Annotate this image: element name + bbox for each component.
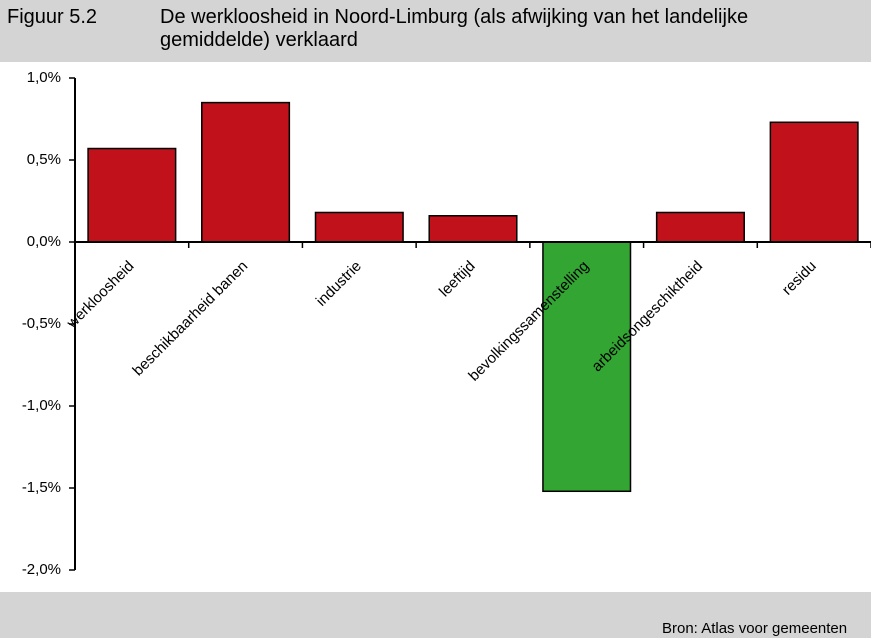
bar <box>428 215 518 243</box>
bar <box>87 147 177 243</box>
x-tick-label: beschikbaarheid banen <box>129 258 251 380</box>
chart: -2,0%-1,5%-1,0%-0,5%0,0%0,5%1,0%werkloos… <box>22 69 871 578</box>
source-note: Bron: Atlas voor gemeenten <box>662 620 848 637</box>
bar <box>655 211 745 243</box>
y-tick-label: 0,0% <box>27 233 61 250</box>
figure-label: Figuur 5.2 <box>7 6 98 28</box>
bar <box>769 121 859 243</box>
y-tick-label: 1,0% <box>27 69 61 86</box>
y-tick-label: -2,0% <box>22 561 61 578</box>
chart-title: De werkloosheid in Noord-Limburg (als af… <box>160 6 749 51</box>
y-tick-label: 0,5% <box>27 151 61 168</box>
y-tick-label: -1,0% <box>22 397 61 414</box>
y-tick-label: -1,5% <box>22 479 61 496</box>
x-tick-label: leeftijd <box>436 258 479 301</box>
footer-band <box>0 592 871 638</box>
bar <box>201 101 291 243</box>
header-band <box>0 0 871 62</box>
x-tick-label: residu <box>779 258 820 299</box>
bar <box>542 241 632 493</box>
y-tick-label: -0,5% <box>22 315 61 332</box>
x-tick-label: industrie <box>313 258 365 310</box>
bar <box>314 211 404 243</box>
